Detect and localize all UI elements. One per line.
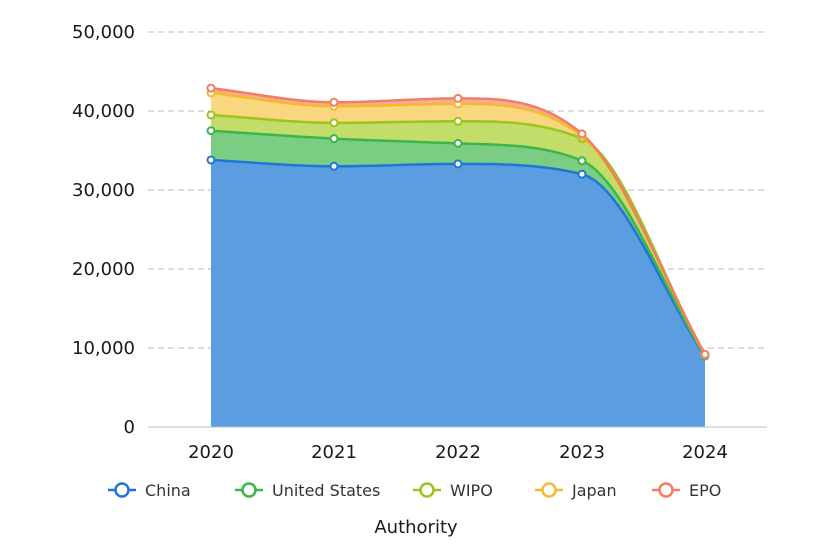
legend-label: United States [272,481,380,500]
point-united-states [208,127,215,134]
point-wipo [331,119,338,126]
x-tick-label: 2023 [559,442,605,463]
y-tick-label: 50,000 [72,22,135,43]
point-epo [579,130,586,137]
x-tick-label: 2020 [188,442,234,463]
point-china [579,171,586,178]
point-wipo [208,111,215,118]
y-tick-label: 40,000 [72,101,135,122]
y-tick-label: 20,000 [72,259,135,280]
legend-swatch-marker [243,484,256,497]
y-tick-label: 10,000 [72,338,135,359]
legend: China United States WIPO Japan EPO [108,481,721,500]
y-tick-label: 30,000 [72,180,135,201]
legend-swatch-marker [116,484,129,497]
legend-item-wipo[interactable]: WIPO [413,481,493,500]
point-wipo [455,118,462,125]
legend-label: Japan [571,481,617,500]
legend-label: China [145,481,191,500]
legend-item-china[interactable]: China [108,481,191,500]
x-tick-label: 2021 [311,442,357,463]
x-axis-ticks: 2020 2021 2022 2023 2024 [188,442,728,463]
point-united-states [331,135,338,142]
legend-swatch-marker [421,484,434,497]
point-epo [702,351,709,358]
x-tick-label: 2024 [682,442,728,463]
legend-item-japan[interactable]: Japan [535,481,617,500]
point-china [455,160,462,167]
y-tick-label: 0 [124,417,135,438]
point-epo [331,99,338,106]
legend-item-epo[interactable]: EPO [652,481,721,500]
legend-swatch-marker [543,484,556,497]
point-china [208,156,215,163]
legend-label: EPO [689,481,721,500]
point-epo [208,85,215,92]
point-china [331,163,338,170]
legend-swatch-marker [660,484,673,497]
point-epo [455,95,462,102]
point-united-states [579,157,586,164]
y-axis-ticks: 0 10,000 20,000 30,000 40,000 50,000 [72,22,135,438]
point-united-states [455,140,462,147]
x-tick-label: 2022 [435,442,481,463]
legend-item-united-states[interactable]: United States [235,481,380,500]
x-axis-title: Authority [374,517,458,538]
legend-label: WIPO [450,481,493,500]
